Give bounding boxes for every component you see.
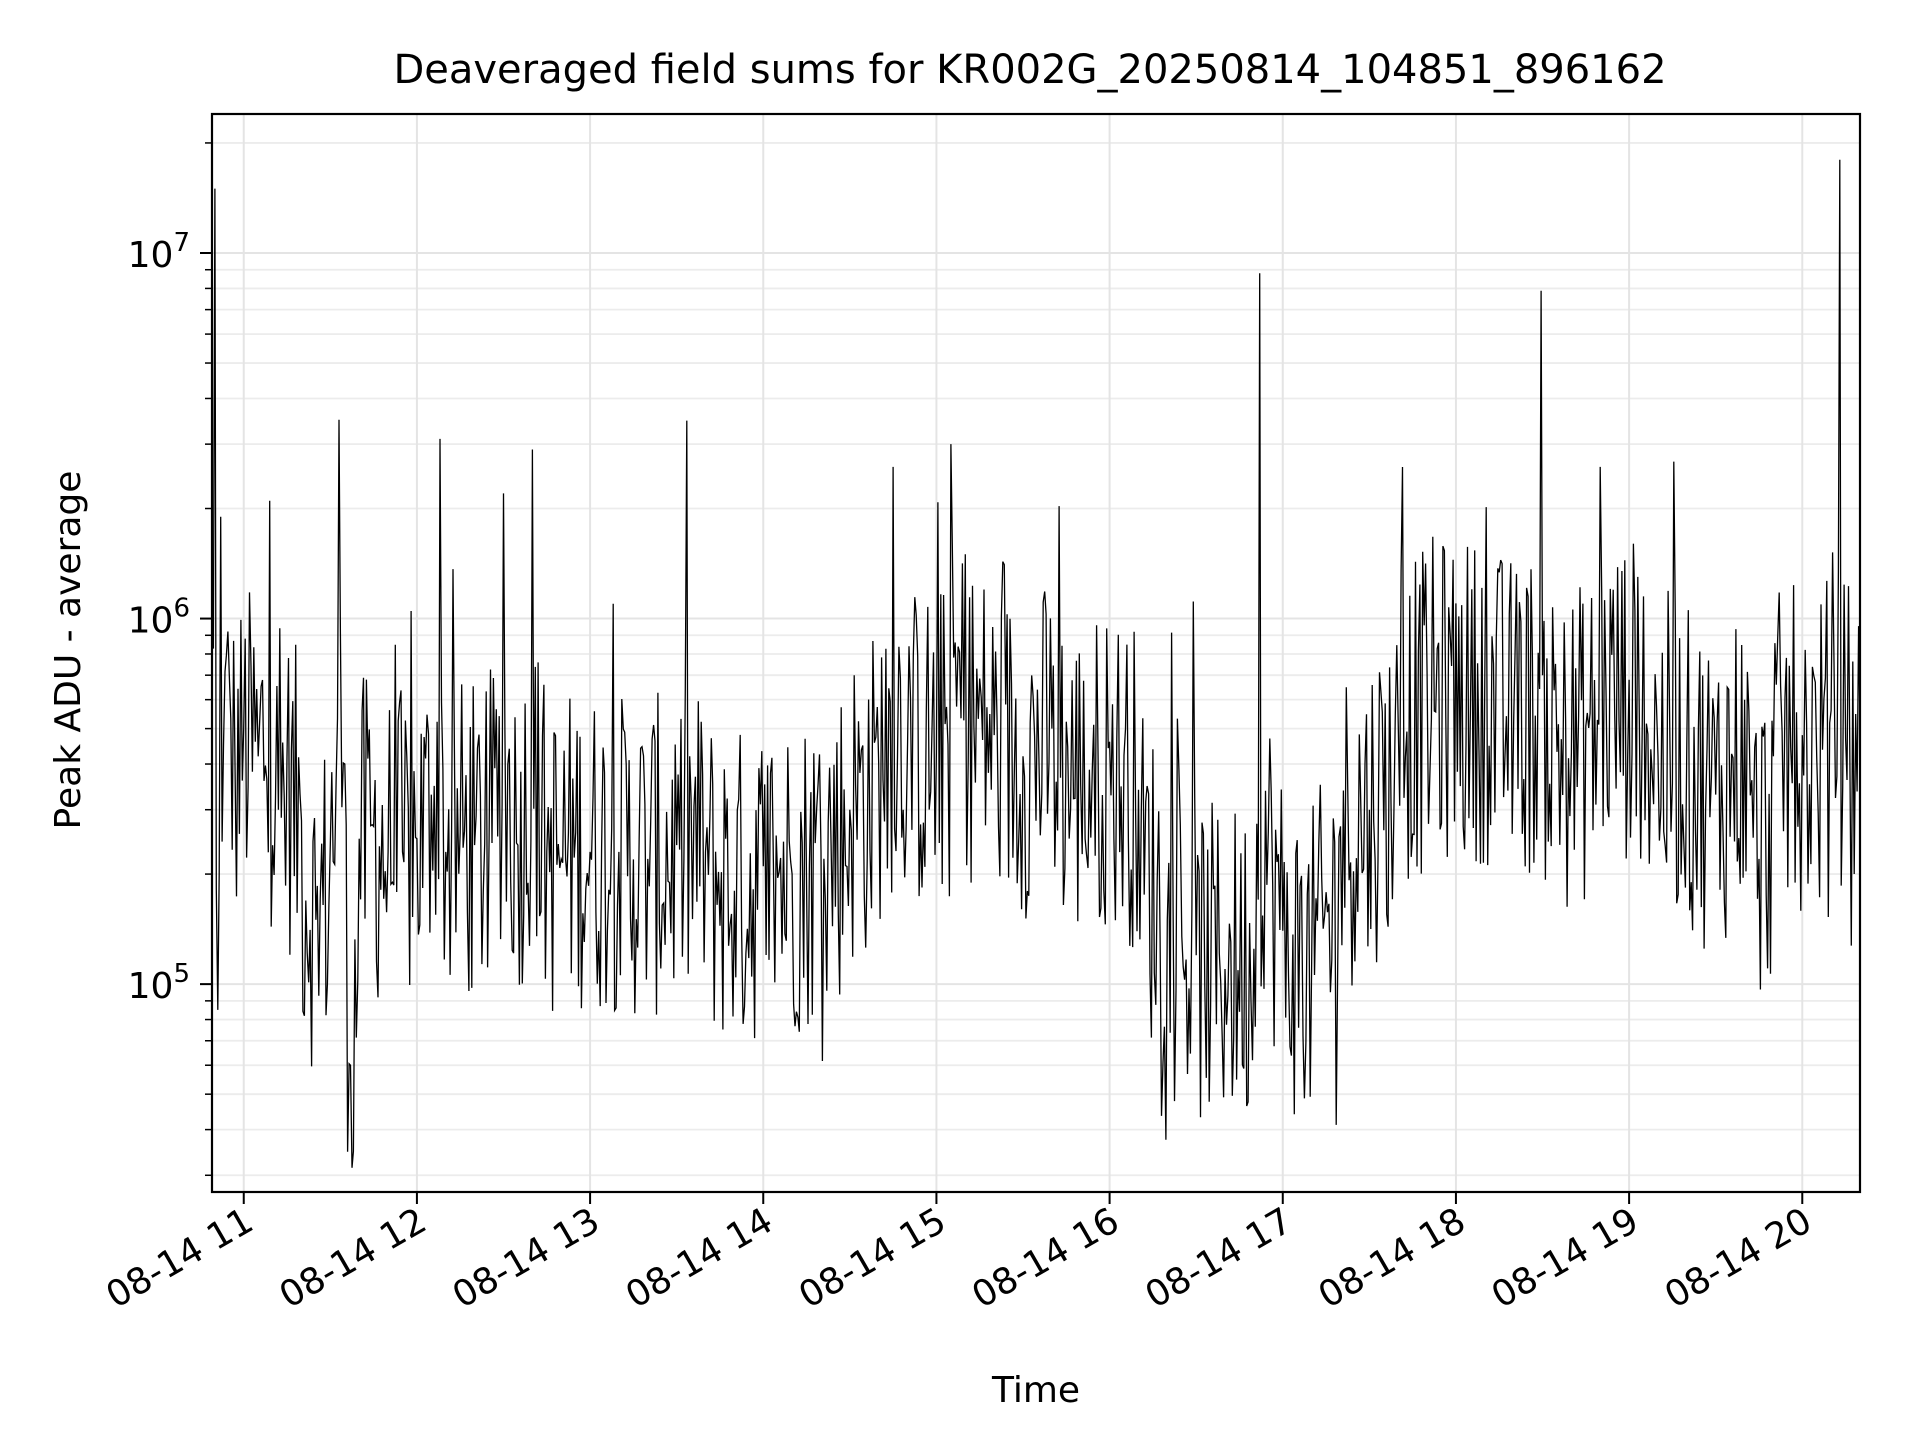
series-line xyxy=(212,159,1860,1168)
y-axis-label: Peak ADU - average xyxy=(48,471,89,830)
x-axis-label: Time xyxy=(991,1370,1080,1411)
chart-title: Deaveraged field sums for KR002G_2025081… xyxy=(393,47,1666,93)
plot-frame xyxy=(210,112,1862,1194)
y-tick-label: 107 xyxy=(128,228,190,276)
y-tick-label: 106 xyxy=(128,594,190,642)
y-axis-ticks: 105 106 107 xyxy=(128,142,212,1177)
y-tick-label: 105 xyxy=(128,959,190,1007)
